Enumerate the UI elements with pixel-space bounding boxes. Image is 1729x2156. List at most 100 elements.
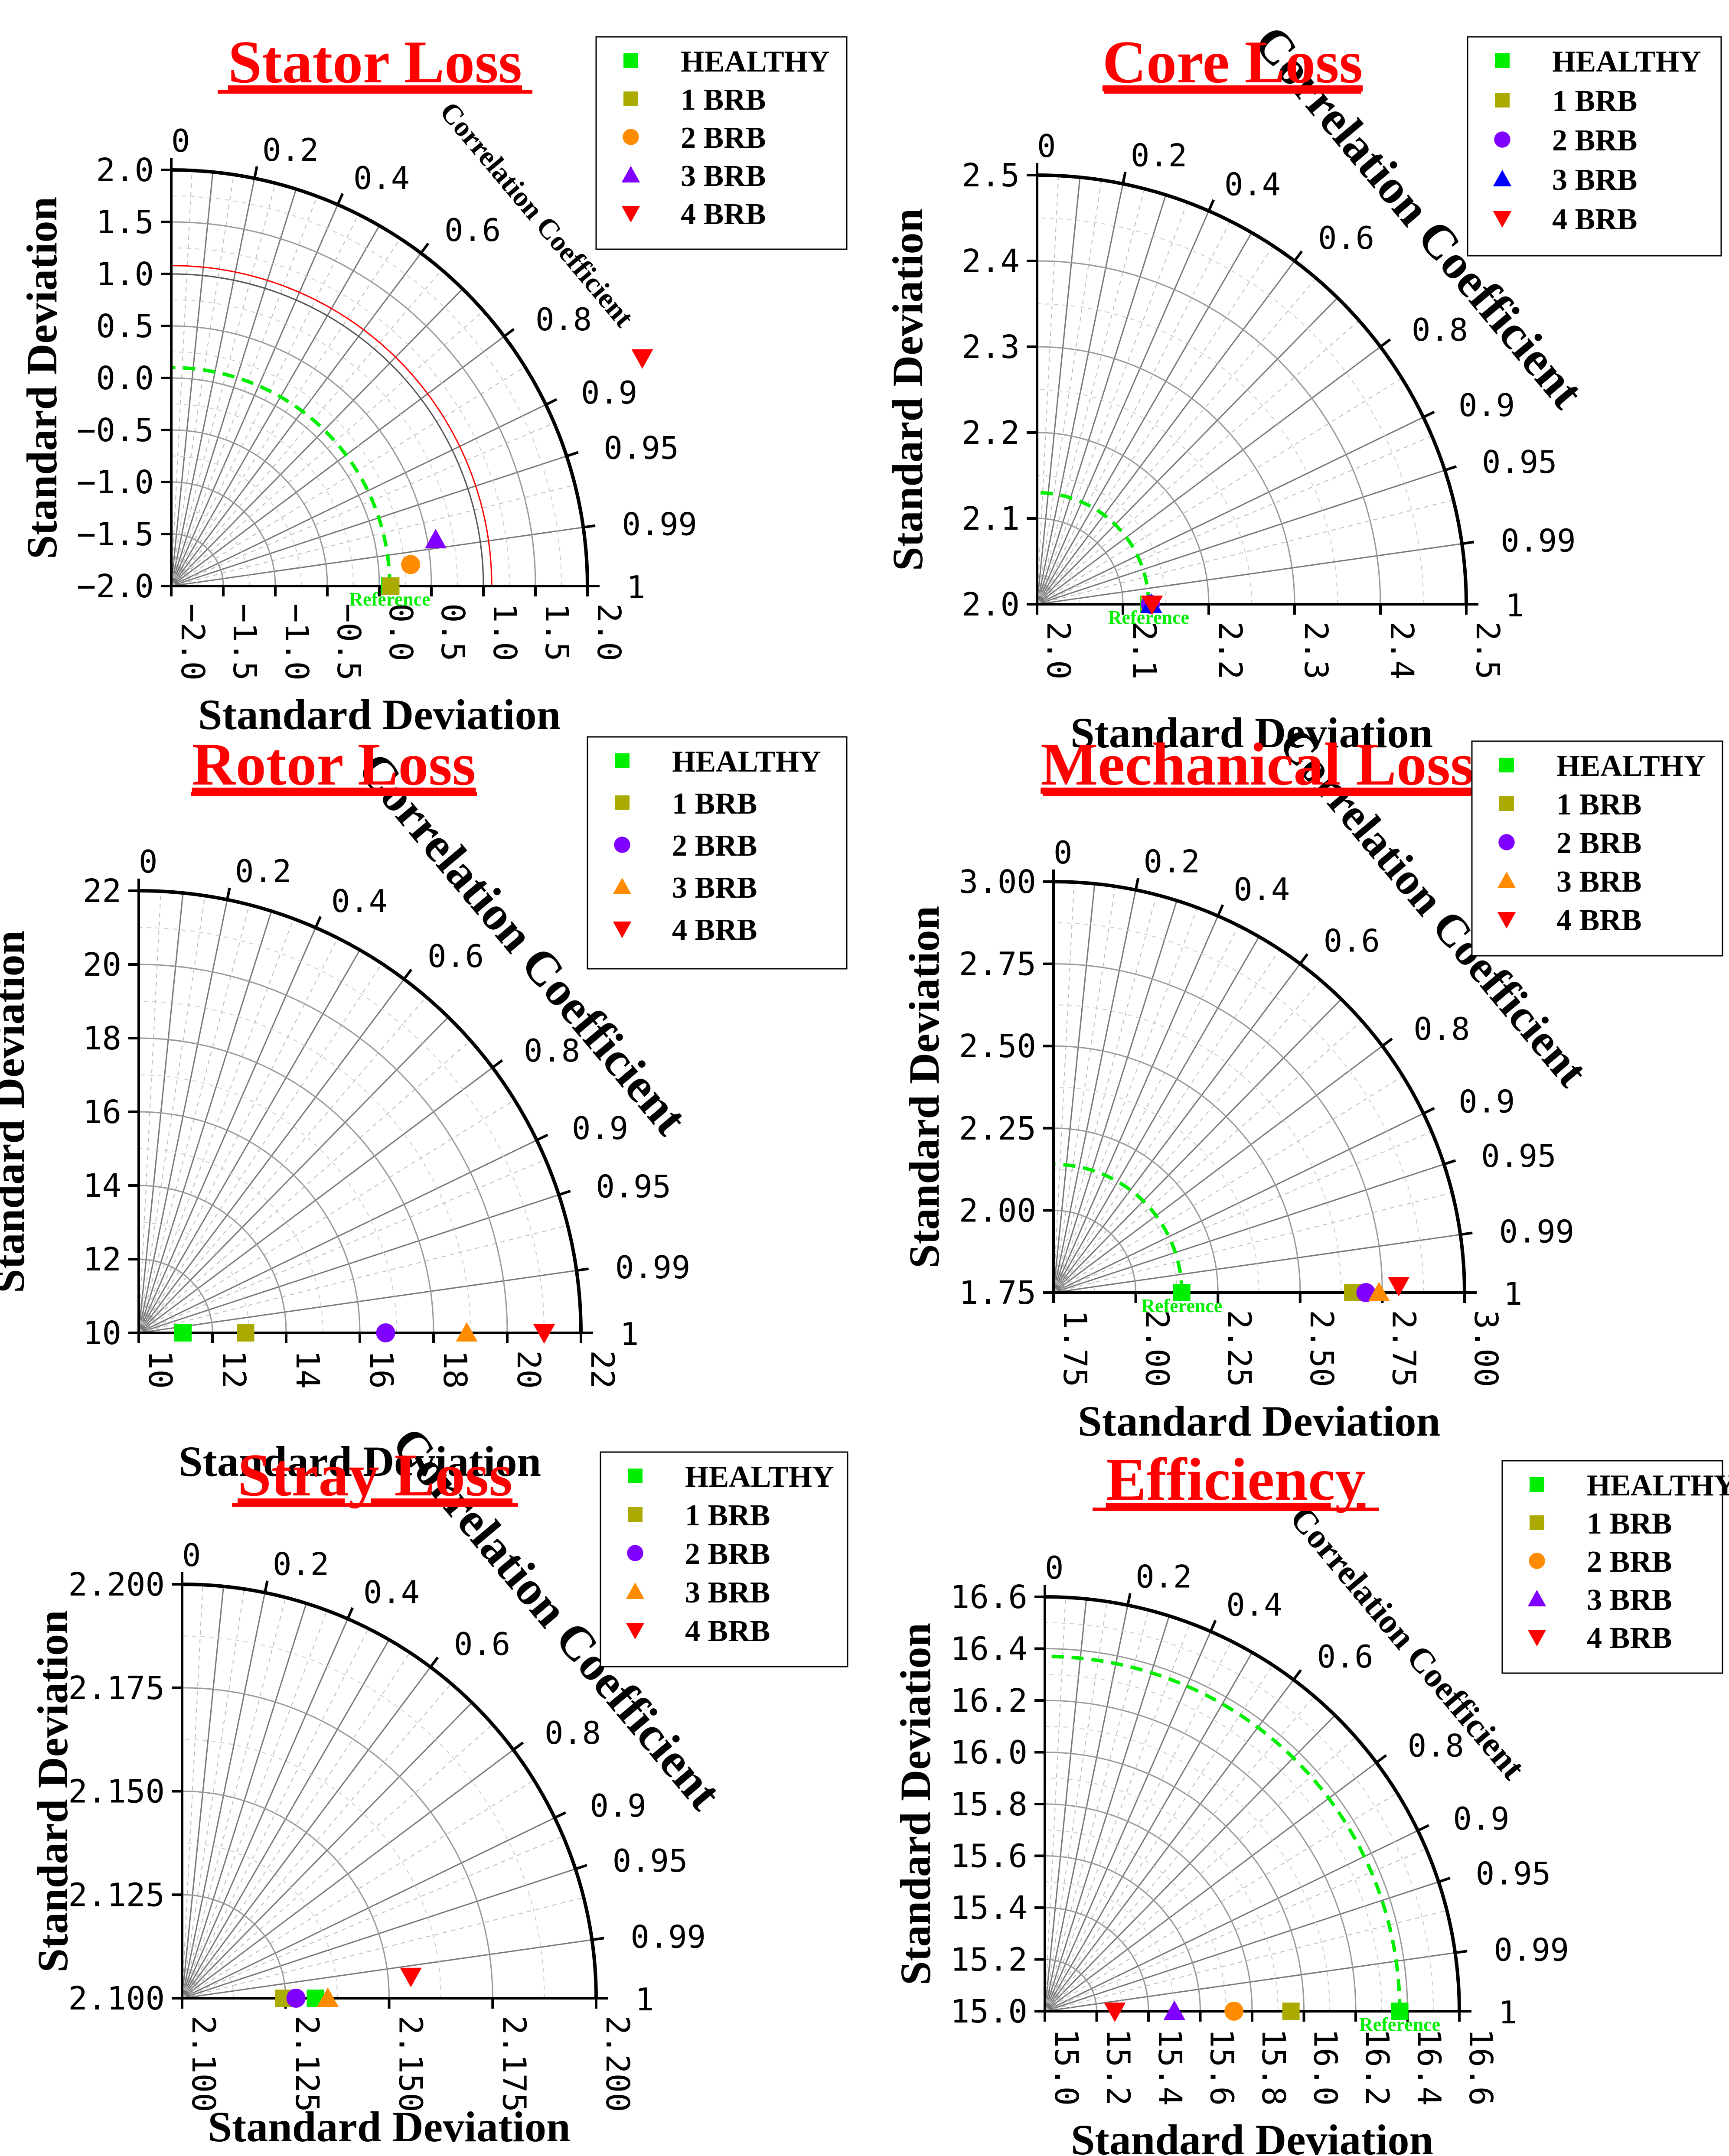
legend-marker-healthy [1530,1477,1544,1492]
y-tick-label: 2.2 [962,414,1020,452]
legend-label: 3 BRB [1587,1583,1672,1617]
correlation-tick [429,1656,439,1668]
y-tick-label: −2.0 [77,568,154,605]
x-tick-label: 18 [436,1350,473,1389]
std-gridline-arc [1044,1752,1305,2012]
y-axis-label: Standard Deviation [900,906,948,1268]
point-3-brb [424,529,447,549]
legend-label: 4 BRB [1587,1622,1672,1655]
legend-label: 1 BRB [681,83,766,117]
correlation-tick [1461,541,1475,545]
point-1-brb [1282,2003,1300,2020]
correlation-tick-label: 0.99 [615,1249,690,1286]
correlation-minor-gridline [171,183,276,586]
correlation-tick-label: 0.2 [273,1546,329,1583]
point-4-brb [1104,2003,1126,2022]
x-tick-label: 1.0 [486,603,523,661]
y-tick-label: 15.6 [950,1838,1028,1875]
correlation-gridline [1053,1113,1424,1293]
y-tick-label: 16.0 [950,1734,1028,1772]
y-tick-label: 15.8 [950,1786,1028,1823]
legend-box [1467,36,1722,257]
std-minor-gridline-arc [138,1001,471,1333]
y-tick-label: 2.100 [68,1980,165,2017]
legend-marker-2-brb [1498,834,1515,850]
legend-label: 1 BRB [685,1499,770,1532]
correlation-tick [346,1607,354,1619]
correlation-tick [1380,338,1391,348]
outer-correlation-arc [1044,1595,1461,2012]
x-tick-label: 2.50 [1303,1310,1340,1387]
std-minor-gridline-arc [1037,561,1080,605]
legend-marker-1-brb [1530,1515,1544,1530]
std-minor-gridline-arc [138,1075,397,1333]
std-minor-gridline-arc [138,1296,176,1333]
correlation-tick-label: 0.9 [572,1110,628,1146]
legend-marker-1-brb [1495,93,1510,107]
correlation-gridline [1037,469,1445,605]
correlation-tick [1417,1824,1429,1832]
correlation-tick [1443,1159,1456,1166]
y-axis-label: Standard Deviation [18,197,66,559]
correlation-tick-label: 0.6 [444,212,501,248]
correlation-minor-gridline [1037,189,1145,605]
correlation-tick-label: 0.6 [454,1626,510,1662]
legend-label: 2 BRB [1552,124,1637,157]
std-minor-gridline-arc [1053,1251,1095,1293]
legend-marker-healthy [1499,758,1514,772]
x-axis-label: Standard Deviation [179,1437,541,1485]
point-2-brb [286,1989,306,2008]
y-tick-label: −1.5 [77,516,154,553]
std-minor-gridline-arc [182,1635,545,1999]
point-1-brb [382,577,400,595]
x-tick-label: 22 [584,1350,621,1389]
y-tick-label: 10 [83,1315,121,1352]
correlation-tick-label: 0.8 [1412,312,1468,348]
y-tick-label: 0.0 [96,360,154,397]
y-tick-label: 2.3 [962,329,1020,366]
correlation-tick [1122,171,1127,184]
x-tick-label: 2.175 [495,2016,532,2112]
legend-label: HEALTHY [681,45,830,78]
x-tick-label: 15.2 [1099,2029,1137,2106]
efficiency-taylor-chart: 0 0.2 0.4 0.6 0.8 0.9 0.95 0.99 1 15.0 15.0 15.2 15.… [891,1446,1729,2156]
legend: HEALTHY 1 BRB 2 BRB 3 BRB 4 BRB [600,1451,848,1667]
legend-label: 4 BRB [1552,203,1637,236]
y-tick-label: 2.5 [962,157,1020,194]
x-tick-label: −0.5 [330,603,367,681]
x-tick-label: 2.75 [1385,1310,1422,1387]
correlation-tick [554,1811,567,1819]
x-tick-label: 15.6 [1203,2029,1240,2106]
x-tick-label: 10 [141,1350,179,1389]
correlation-tick-label: 0.9 [581,375,637,411]
correlation-tick-label: 0.95 [1476,1856,1551,1892]
correlation-gridline [1053,963,1301,1293]
legend-marker-healthy [628,1469,643,1483]
std-gridline-arc [171,221,536,586]
x-tick-label: 2.2 [1211,622,1249,680]
x-tick-label: −1.0 [278,603,315,681]
y-tick-label: 14 [83,1167,121,1205]
y-tick-label: 2.0 [96,152,154,189]
point-2-brb [1224,2002,1244,2021]
y-tick-label: 20 [83,946,121,984]
point-4-brb [1388,1277,1410,1297]
y-axis-label: Standard Deviation [29,1610,77,1972]
point-4-brb [533,1324,555,1344]
std-minor-gridline-arc [138,1148,323,1333]
legend-marker-3-brb [1527,1589,1546,1606]
highlight-arc [171,273,484,586]
std-gridline-arc [1053,963,1383,1293]
point-3-brb [317,1987,339,2007]
correlation-tick [583,524,596,529]
chart-title: Efficiency [1106,1446,1366,1513]
std-gridline-arc [182,1687,493,1999]
correlation-minor-gridline [1053,1075,1403,1293]
legend-marker-3-brb [1493,169,1512,186]
x-tick-label: 0.5 [434,603,471,661]
x-tick-label: 15.8 [1255,2029,1292,2106]
y-tick-label: 1.5 [96,204,154,241]
y-tick-label: −1.0 [77,464,154,501]
correlation-tick [1381,1037,1393,1047]
correlation-minor-gridline [1053,882,1075,1293]
